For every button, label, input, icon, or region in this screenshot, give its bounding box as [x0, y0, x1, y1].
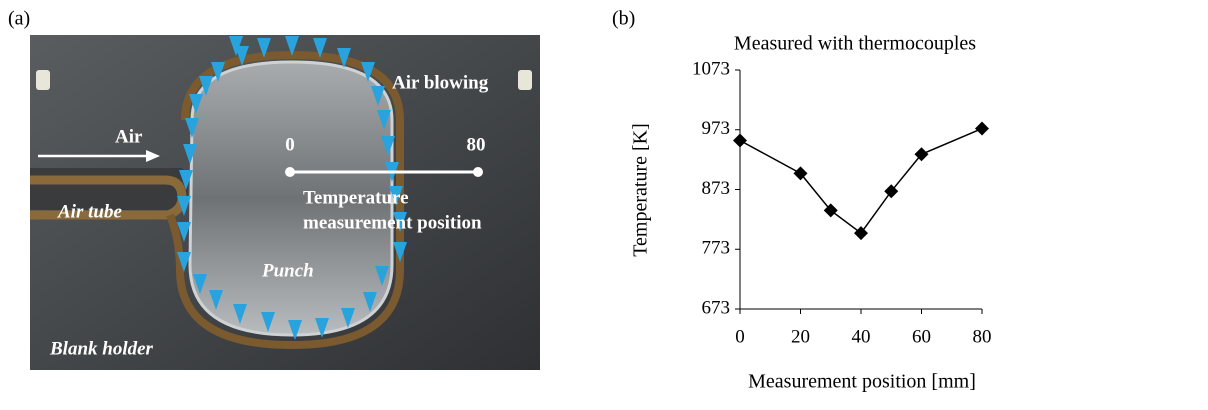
y-tick-label: 973 [702, 118, 731, 139]
y-tick-label: 673 [702, 297, 731, 318]
x-tick-label: 40 [852, 326, 871, 347]
x-axis-title: Measurement position [mm] [748, 371, 976, 393]
data-line [740, 129, 982, 234]
position-dot [285, 167, 295, 177]
data-point [733, 134, 747, 148]
photo-label: Air blowing [392, 72, 489, 93]
photo-label: Blank holder [49, 338, 154, 359]
photo-label: 80 [467, 134, 486, 155]
y-axis-title: Temperature [K] [630, 123, 652, 257]
photo: Air blowing Air 0 80 Temperature measure… [30, 35, 540, 370]
figure: (a) (b) Air blowing Air 0 80 Temperature… [0, 0, 1208, 405]
photo-label: Air tube [57, 201, 122, 222]
photo-label: measurement position [303, 212, 482, 233]
pin [518, 70, 532, 90]
x-tick-label: 80 [973, 326, 992, 347]
y-tick-label: 773 [702, 238, 731, 259]
chart-title: Measured with thermocouples [734, 33, 976, 55]
photo-label: Air [115, 126, 143, 147]
chart: Measured with thermocouples Measurement … [630, 33, 992, 393]
data-point [975, 122, 989, 136]
y-tick-label: 1073 [692, 58, 730, 79]
panel-label: (a) [8, 8, 30, 30]
photo-label: Temperature [303, 187, 409, 208]
y-tick-label: 873 [702, 178, 731, 199]
photo-label: Punch [261, 260, 314, 281]
photo-label: 0 [285, 134, 295, 155]
x-tick-label: 60 [912, 326, 931, 347]
x-tick-label: 20 [791, 326, 810, 347]
panel-label: (b) [612, 8, 635, 30]
data-point [854, 226, 868, 240]
pin [36, 70, 50, 90]
position-dot [473, 167, 483, 177]
x-tick-label: 0 [735, 326, 745, 347]
